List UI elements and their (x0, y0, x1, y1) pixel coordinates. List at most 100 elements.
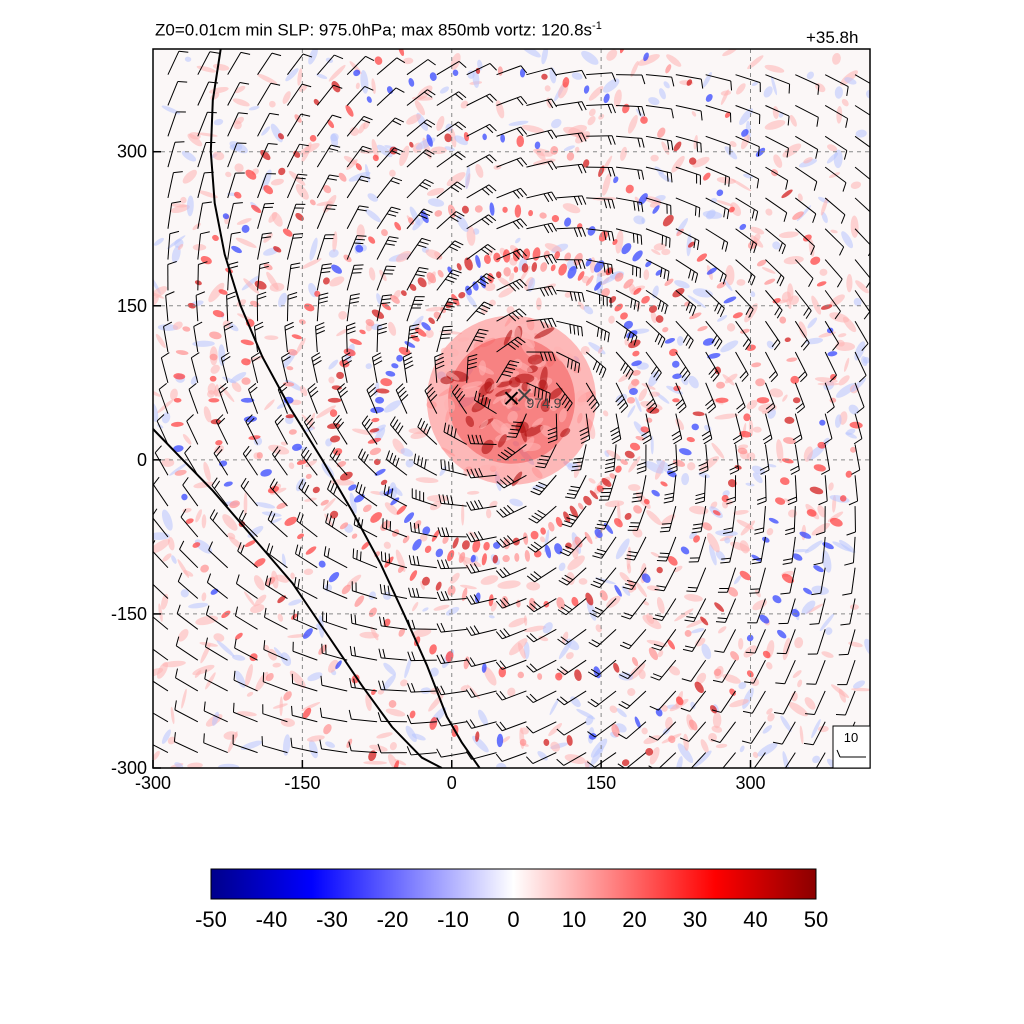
wind-barb-feather (787, 496, 797, 502)
spiral-band-cell (241, 224, 250, 233)
spiral-band-cell (772, 298, 781, 304)
spiral-band-cell (447, 549, 455, 562)
vorticity-speckle (763, 86, 773, 98)
spiral-band-cell (551, 215, 560, 223)
vorticity-speckle (439, 330, 462, 335)
colorbar-tick-label: 0 (507, 907, 519, 932)
wind-barb-feather (465, 658, 472, 667)
wind-barb-feather (772, 772, 781, 774)
vorticity-speckle (627, 484, 641, 491)
wind-barb-feather (518, 308, 527, 316)
spiral-band-cell (302, 628, 313, 639)
wind-barb-feather (574, 361, 577, 372)
wind-barb-feather (856, 406, 865, 414)
vorticity-speckle (328, 64, 346, 82)
wind-barb-feather (470, 500, 476, 510)
spiral-band-cell (626, 396, 636, 404)
vorticity-speckle (161, 729, 171, 744)
spiral-band-cell (251, 204, 262, 213)
spiral-band-cell (500, 134, 506, 143)
wind-barb-staff (854, 320, 869, 344)
vorticity-speckle (651, 249, 661, 256)
spiral-band-cell (741, 129, 749, 137)
spiral-band-cell (697, 325, 708, 332)
wind-barb-staff (586, 103, 613, 106)
wind-barb-feather (416, 556, 420, 566)
vorticity-speckle (359, 631, 380, 639)
wind-barb-feather (456, 181, 466, 188)
wind-barb-feather (811, 592, 821, 596)
wind-barb-feather (556, 728, 565, 736)
inner-core-cell (496, 380, 513, 388)
wind-barb-staff (688, 721, 707, 742)
wind-barb-feather (153, 540, 156, 545)
spiral-band-cell (229, 500, 240, 509)
wind-barb-feather (813, 562, 823, 566)
vorticity-speckle (245, 664, 253, 687)
spiral-band-cell (702, 522, 713, 531)
wind-barb-feather (818, 500, 828, 506)
wind-barb-staff (263, 681, 288, 692)
wind-barb-staff (601, 536, 617, 559)
inner-core-cell (497, 434, 507, 448)
vorticity-speckle (162, 553, 172, 562)
spiral-band-cell (845, 470, 853, 478)
wind-barb-feather (508, 314, 517, 322)
wind-barb-feather (274, 449, 281, 458)
wind-barb-feather (581, 292, 585, 303)
spiral-band-cell (474, 205, 483, 213)
wind-barb-staff (286, 174, 299, 199)
vorticity-speckle (661, 704, 668, 712)
wind-barb-staff (570, 505, 587, 528)
wind-barb-feather (313, 360, 322, 366)
inner-core-cell (507, 411, 518, 423)
spiral-band-cell (215, 440, 223, 446)
wind-barb-staff (556, 320, 582, 328)
wind-barb-feather (660, 526, 671, 529)
vorticity-speckle (450, 53, 461, 71)
wind-barb-feather (469, 719, 476, 728)
vorticity-speckle (684, 594, 703, 602)
spiral-band-cell (469, 781, 476, 789)
wind-barb-staff (321, 684, 348, 692)
wind-barb-feather (846, 86, 849, 96)
wind-barb-feather (605, 461, 615, 466)
wind-barb-feather (547, 427, 557, 432)
wind-barb-feather (264, 607, 267, 618)
wind-barb-staff (434, 356, 438, 383)
spiral-band-cell (336, 371, 344, 380)
wind-barb-feather (211, 477, 218, 486)
wind-barb-feather (741, 374, 749, 382)
wind-barb-feather (359, 205, 369, 208)
wind-barb-feather (782, 562, 793, 565)
vorticity-speckle (824, 627, 833, 635)
wind-barb-feather (607, 332, 610, 343)
inner-core-cell (540, 399, 551, 413)
wind-barb-staff (402, 357, 408, 383)
spiral-band-cell (380, 479, 388, 486)
wind-barb-staff (193, 326, 199, 353)
wind-barb-staff (603, 505, 617, 530)
spiral-band-cell (465, 285, 472, 296)
wind-barb-feather (348, 709, 352, 720)
spiral-band-cell (669, 348, 678, 357)
wind-barb-feather (641, 430, 650, 437)
vorticity-speckle (577, 301, 585, 310)
spiral-band-cell (496, 23, 501, 31)
vorticity-speckle (295, 184, 309, 200)
wind-barb-feather (322, 263, 332, 266)
wind-barb-feather (495, 570, 503, 579)
wind-barb-feather (579, 427, 589, 433)
spiral-band-cell (404, 341, 416, 348)
wind-barb-staff (227, 142, 238, 168)
wind-barb-feather (489, 63, 497, 71)
spiral-band-cell (679, 448, 692, 456)
wind-barb-feather (543, 287, 549, 296)
wind-barb-feather (346, 330, 356, 335)
wind-barb-feather (397, 386, 406, 395)
spiral-band-cell (391, 363, 399, 369)
vorticity-speckle (733, 575, 742, 585)
vorticity-speckle (764, 120, 786, 130)
wind-barb-feather (389, 209, 399, 214)
wind-barb-feather (605, 457, 616, 462)
